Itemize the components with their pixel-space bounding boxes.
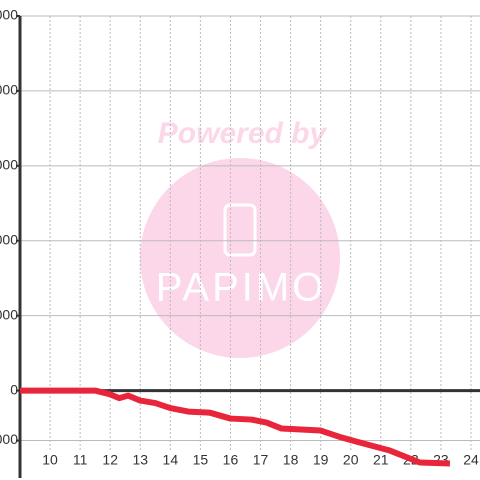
x-tick-label: 18 (283, 452, 299, 468)
x-tick-label: 15 (193, 452, 209, 468)
x-tick-label: 17 (253, 452, 269, 468)
y-tick-label: 120,000 (0, 82, 18, 98)
x-tick-label: 10 (42, 452, 58, 468)
watermark-circle (140, 158, 340, 358)
watermark-text: Powered by (158, 117, 328, 150)
watermark-icon (223, 203, 257, 257)
x-tick-label: 13 (132, 452, 148, 468)
x-tick-label: 12 (102, 452, 118, 468)
x-tick-label: 20 (343, 452, 359, 468)
x-tick-label: 16 (223, 452, 239, 468)
y-tick-label: 150,000 (0, 7, 18, 23)
y-tick-label: -20,000 (0, 431, 18, 447)
x-tick-label: 11 (73, 452, 88, 468)
x-tick-label: 14 (163, 452, 179, 468)
y-tick-label: 30,000 (0, 306, 18, 322)
watermark-logo: PAPIMO (156, 266, 327, 310)
x-tick-label: 19 (313, 452, 329, 468)
data-line (20, 387, 451, 467)
x-tick-label: 21 (373, 452, 389, 468)
y-tick-label: 90,000 (0, 157, 18, 173)
y-tick-label: 60,000 (0, 231, 18, 247)
x-tick-label: 24 (463, 452, 479, 468)
y-tick-label: 0 (10, 381, 18, 397)
